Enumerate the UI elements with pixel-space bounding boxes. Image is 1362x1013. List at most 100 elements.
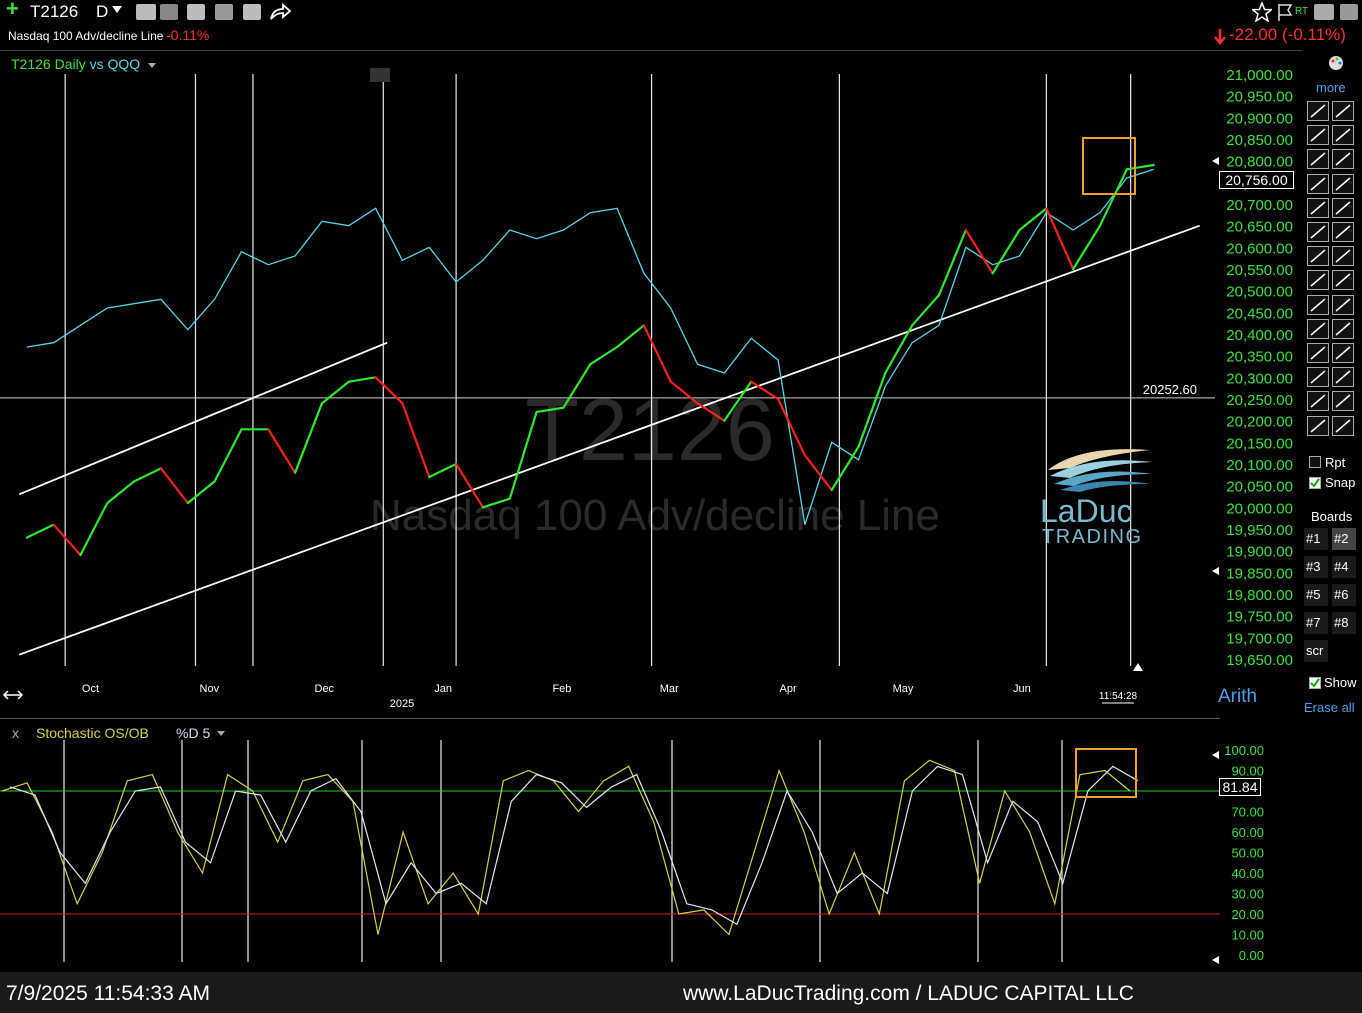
- grid-tool-icon[interactable]: [1307, 222, 1329, 242]
- share-icon[interactable]: [268, 2, 292, 22]
- gann-tool-icon[interactable]: [1307, 318, 1329, 339]
- stoch-axis[interactable]: 100.00 90.00 70.00 60.00 50.00 40.00 30.00 20.0…: [1224, 743, 1264, 963]
- rt-label[interactable]: RT: [1295, 6, 1309, 17]
- indicator-name-label[interactable]: Stochastic OS/OB: [36, 725, 149, 741]
- stoch-tick-label: 60.00: [1231, 825, 1264, 840]
- series-segment: [964, 228, 994, 275]
- channel-tool-icon[interactable]: [1332, 294, 1354, 315]
- calculator-icon[interactable]: [187, 4, 205, 20]
- close-indicator-button[interactable]: x: [12, 725, 19, 741]
- arrow-line-tool-icon[interactable]: [1332, 343, 1354, 363]
- rectangle-tool-icon[interactable]: [1332, 391, 1354, 412]
- price-tick-label: 20,450.00: [1226, 305, 1293, 322]
- laduc-logo: LaDuc TRADING: [1040, 449, 1152, 548]
- series-segment: [508, 410, 538, 500]
- series-segment: [1072, 224, 1102, 271]
- series-segment: [401, 402, 431, 479]
- series-segment: [79, 501, 109, 557]
- indicator-dropdown-icon[interactable]: [217, 731, 225, 736]
- chart-handle-icon[interactable]: [370, 68, 390, 82]
- node-tool-icon[interactable]: [1307, 149, 1329, 170]
- snap-checkbox[interactable]: [1309, 477, 1321, 489]
- ray-tool-icon[interactable]: [1332, 318, 1354, 339]
- stoch-marker-top-icon: [1212, 751, 1219, 759]
- indicator-change: -0.11%: [166, 27, 210, 43]
- fib-retrace-tool-icon[interactable]: [1332, 197, 1354, 218]
- crosshair-tool-icon[interactable]: [1307, 101, 1329, 121]
- flag-icon[interactable]: [1276, 2, 1294, 22]
- more-link[interactable]: more: [1316, 80, 1346, 95]
- timeframe-dropdown-icon[interactable]: [112, 6, 122, 13]
- series-segment: [374, 376, 404, 405]
- tv-icon[interactable]: [136, 4, 156, 20]
- trendline[interactable]: [18, 224, 1200, 656]
- board-button[interactable]: #4: [1332, 556, 1356, 578]
- erase-all-link[interactable]: Erase all: [1304, 700, 1355, 715]
- arc-tool-icon[interactable]: [1307, 173, 1329, 194]
- multi-line-tool-icon[interactable]: [1307, 270, 1329, 291]
- text-tool-icon[interactable]: [1332, 149, 1354, 170]
- palette-icon[interactable]: [1328, 55, 1346, 71]
- price-tick-label: 20,200.00: [1226, 414, 1293, 431]
- board-button[interactable]: #5: [1304, 584, 1328, 606]
- main-price-chart[interactable]: T2126 Nasdaq 100 Adv/decline Line 20252.…: [0, 60, 1302, 720]
- series-segment: [1018, 207, 1048, 232]
- indicator-param-label[interactable]: %D 5: [176, 725, 211, 741]
- star-icon[interactable]: [1252, 2, 1272, 22]
- board-button[interactable]: #2: [1332, 528, 1356, 550]
- board-button[interactable]: #8: [1332, 612, 1356, 634]
- layers-icon[interactable]: [243, 4, 261, 20]
- time-tick-label: Feb: [552, 683, 571, 695]
- dashed-box-tool-icon[interactable]: [1332, 101, 1354, 121]
- dotted-line-tool-icon[interactable]: [1307, 367, 1329, 388]
- board-button[interactable]: #7: [1304, 612, 1328, 634]
- scroll-right-icon[interactable]: [1133, 663, 1143, 671]
- chart-title-dropdown-icon[interactable]: [148, 62, 157, 68]
- hline-tool-icon[interactable]: [1332, 270, 1354, 291]
- price-tick-label: 19,900.00: [1226, 544, 1293, 561]
- parallel-tool-icon[interactable]: [1332, 246, 1354, 267]
- show-checkbox[interactable]: [1309, 677, 1321, 689]
- price-tick-label: 20,700.00: [1226, 197, 1293, 214]
- price-change: -22.00: [1229, 25, 1278, 44]
- hlines-tool-icon[interactable]: [1307, 197, 1329, 218]
- hand-tool-icon[interactable]: [1307, 125, 1329, 146]
- series-segment: [213, 428, 243, 483]
- circle-tool-icon[interactable]: [1307, 391, 1329, 412]
- board-button[interactable]: scr: [1304, 640, 1328, 662]
- board-button[interactable]: #6: [1332, 584, 1356, 606]
- screen-icon[interactable]: [1314, 4, 1334, 20]
- trendline[interactable]: [18, 341, 388, 496]
- trendlines[interactable]: [18, 224, 1200, 656]
- eraser-tool-icon[interactable]: [1332, 125, 1354, 146]
- scroll-icon[interactable]: [2, 686, 24, 704]
- series-segment: [589, 345, 619, 366]
- board-button[interactable]: #1: [1304, 528, 1328, 550]
- stoch-tick-label: 30.00: [1231, 887, 1264, 902]
- anchor-tool-icon[interactable]: [1332, 222, 1354, 242]
- pane-divider[interactable]: [0, 718, 1220, 719]
- chart-title[interactable]: T2126 Daily vs QQQ: [11, 55, 157, 73]
- vline-tool-icon[interactable]: [1332, 367, 1354, 388]
- logo-text-2: TRADING: [1042, 526, 1143, 548]
- board-button[interactable]: #3: [1304, 556, 1328, 578]
- slash-pair-tool-icon[interactable]: [1307, 246, 1329, 267]
- current-price-box: 20,756.00: [1219, 171, 1294, 189]
- fib-fan-tool-icon[interactable]: [1332, 173, 1354, 194]
- pencil-icon[interactable]: [215, 4, 233, 20]
- time-axis[interactable]: Oct Nov Dec Jan Feb Mar Apr May Jun: [82, 683, 1031, 695]
- stochastic-chart[interactable]: 100.00 90.00 70.00 60.00 50.00 40.00 30.00 20.0…: [0, 740, 1302, 972]
- up-arrow-tool-icon[interactable]: [1332, 415, 1354, 436]
- rpt-checkbox[interactable]: [1309, 456, 1321, 468]
- scale-mode-button[interactable]: Arith: [1218, 686, 1258, 707]
- menu-icon[interactable]: [1340, 4, 1358, 20]
- bars-icon[interactable]: [160, 4, 178, 20]
- price-axis[interactable]: 21,000.00 20,950.00 20,900.00 20,850.00 20,8…: [1226, 67, 1293, 669]
- series-segment: [857, 371, 887, 448]
- add-symbol-icon[interactable]: +: [6, 0, 19, 21]
- timeframe-label[interactable]: D: [96, 2, 109, 21]
- fan-lines-tool-icon[interactable]: [1307, 343, 1329, 363]
- symbol-label[interactable]: T2126: [30, 2, 79, 21]
- pitchfork-tool-icon[interactable]: [1307, 294, 1329, 315]
- square-tool-tool-icon[interactable]: [1307, 415, 1329, 436]
